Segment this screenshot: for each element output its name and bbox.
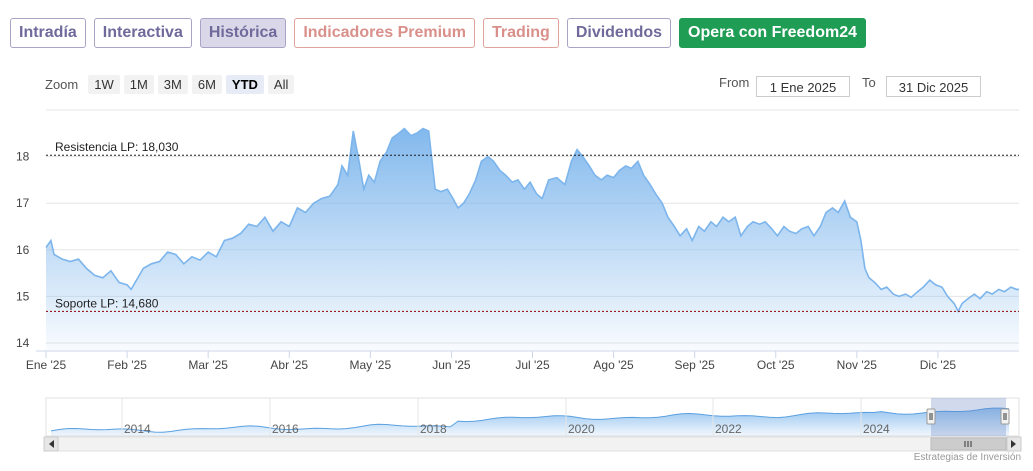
y-tick-label: 16 xyxy=(16,243,30,257)
price-line xyxy=(45,127,1019,314)
x-tick-label: Jul '25 xyxy=(515,358,550,372)
from-label: From xyxy=(719,75,750,90)
x-tick-label: Feb '25 xyxy=(107,358,147,372)
tab-opera-con-freedom24[interactable]: Opera con Freedom24 xyxy=(679,18,866,48)
tab-hist-rica[interactable]: Histórica xyxy=(199,18,287,48)
navigator-left-handle[interactable] xyxy=(926,408,936,425)
x-tick-label: Nov '25 xyxy=(837,358,878,372)
navigator-area xyxy=(51,408,1009,436)
navigator-year-label: 2016 xyxy=(272,422,299,436)
x-tick-label: Mar '25 xyxy=(188,358,228,372)
zoom-button-3m[interactable]: 3M xyxy=(157,75,188,94)
x-tick-label: Abr '25 xyxy=(270,358,308,372)
tab-interactiva[interactable]: Interactiva xyxy=(93,18,192,48)
y-tick-label: 17 xyxy=(16,196,30,210)
navigator-selection[interactable] xyxy=(931,398,1006,436)
zoom-button-ytd[interactable]: YTD xyxy=(225,75,264,94)
scroll-left-arrow-icon xyxy=(49,440,54,448)
navigator-year-label: 2020 xyxy=(568,422,595,436)
scroll-right-arrow-icon xyxy=(1011,440,1016,448)
scrollbar-track xyxy=(43,436,1022,452)
tab-intrad-a[interactable]: Intradía xyxy=(10,18,86,48)
resistance-label: Resistencia LP: 18,030 xyxy=(55,140,179,154)
x-tick-label: Ene '25 xyxy=(26,358,67,372)
tab-indicadores-premium[interactable]: Indicadores Premium xyxy=(294,18,476,48)
zoom-button-all[interactable]: All xyxy=(267,75,295,94)
navigator-year-label: 2022 xyxy=(715,422,742,436)
x-tick-label: Oct '25 xyxy=(757,358,795,372)
y-tick-label: 18 xyxy=(16,150,30,164)
price-area xyxy=(46,128,1019,350)
chart-tabs: Intradía Interactiva Histórica Indicadores … xyxy=(10,18,866,48)
zoom-button-1w[interactable]: 1W xyxy=(88,75,120,94)
tab-dividendos[interactable]: Dividendos xyxy=(566,18,672,48)
zoom-bar: Zoom 1W 1M 3M 6M YTD All xyxy=(45,75,295,94)
zoom-label: Zoom xyxy=(45,77,79,92)
x-tick-label: Ago '25 xyxy=(593,358,634,372)
from-date-input[interactable]: 1 Ene 2025 xyxy=(756,76,850,97)
to-date-input[interactable]: 31 Dic 2025 xyxy=(886,76,981,97)
navigator-year-label: 2014 xyxy=(124,422,151,436)
navigator-year-label: 2018 xyxy=(420,422,447,436)
tab-trading[interactable]: Trading xyxy=(483,18,559,48)
x-tick-label: Sep '25 xyxy=(675,358,716,372)
zoom-button-1m[interactable]: 1M xyxy=(123,75,154,94)
navigator-right-handle[interactable] xyxy=(1000,408,1010,425)
navigator-line xyxy=(50,407,1010,433)
support-label: Soporte LP: 14,680 xyxy=(55,296,159,310)
chart-credits[interactable]: Estrategias de Inversión xyxy=(913,452,1021,463)
navigator-year-label: 2024 xyxy=(863,422,890,436)
to-label: To xyxy=(862,75,876,90)
zoom-button-6m[interactable]: 6M xyxy=(191,75,222,94)
x-tick-label: Jun '25 xyxy=(432,358,471,372)
x-tick-label: May '25 xyxy=(350,358,392,372)
y-tick-label: 15 xyxy=(16,289,30,303)
y-tick-label: 14 xyxy=(16,336,30,350)
x-tick-label: Dic '25 xyxy=(920,358,957,372)
